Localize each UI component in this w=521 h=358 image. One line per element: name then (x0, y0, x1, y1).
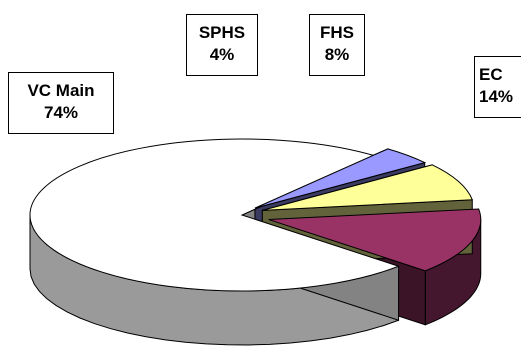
slice-label-sphs: SPHS 4% (186, 14, 258, 76)
pie-slice-fhs (262, 164, 473, 211)
slice-label-vc-main-value: 74% (43, 103, 79, 122)
slice-label-ec: EC 14% (474, 56, 521, 118)
slice-label-ec-value: 14% (479, 87, 514, 106)
slice-label-fhs-name: FHS (320, 23, 354, 42)
pie-slice-vc-main (29, 138, 401, 292)
slice-label-fhs: FHS 8% (309, 14, 365, 76)
pie-slice-sphs (254, 148, 427, 209)
slice-label-vc-main: VC Main 74% (8, 72, 114, 134)
slice-label-ec-name: EC (479, 65, 503, 84)
slice-label-sphs-value: 4% (209, 45, 235, 64)
pie-slice-ec (268, 208, 482, 272)
slice-label-fhs-value: 8% (324, 45, 350, 64)
slice-label-vc-main-name: VC Main (27, 81, 95, 100)
slice-label-sphs-name: SPHS (198, 23, 246, 42)
